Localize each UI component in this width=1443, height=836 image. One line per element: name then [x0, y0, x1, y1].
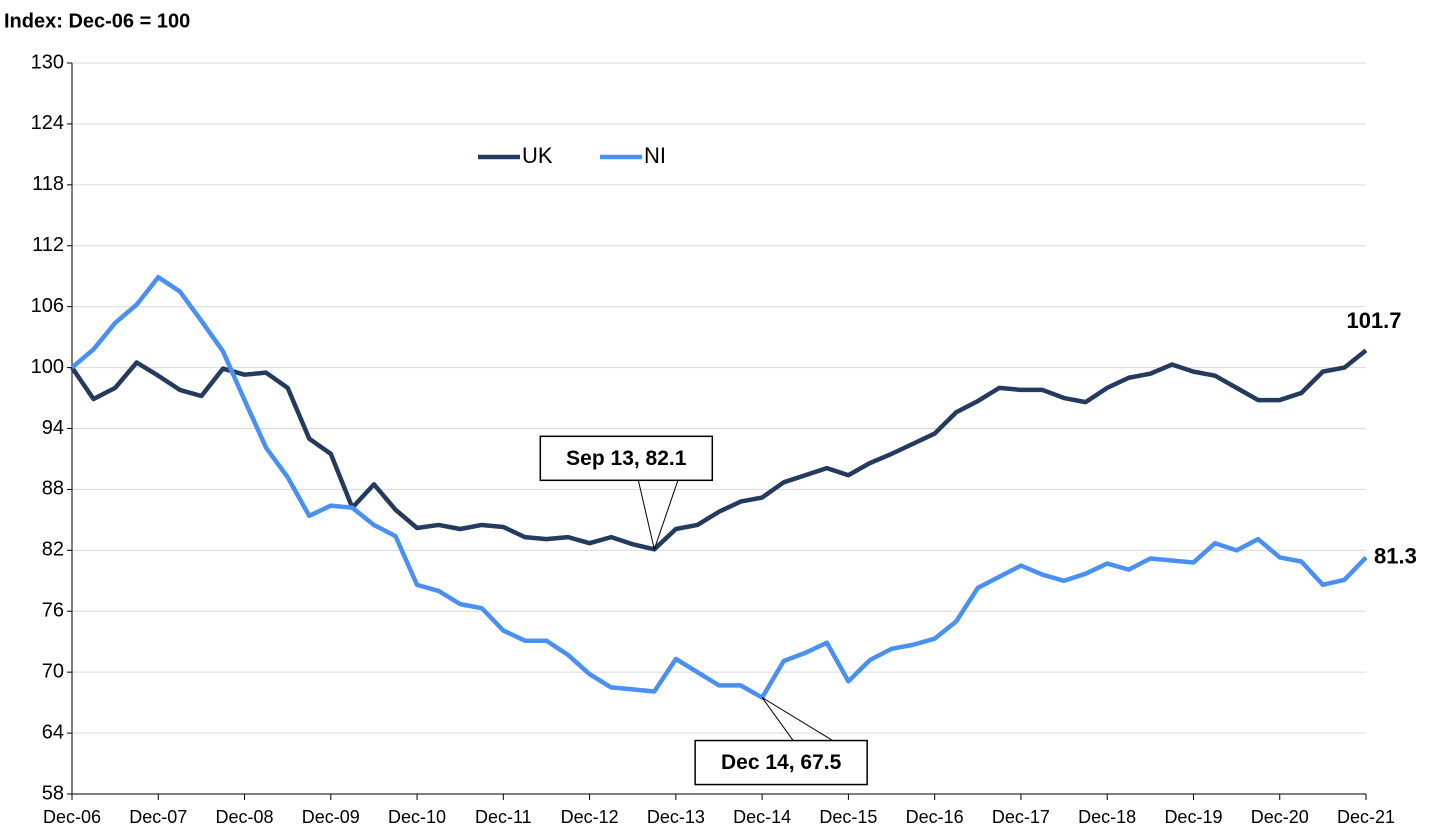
callout-label: Sep 13, 82.1: [566, 447, 687, 470]
x-tick-label: Dec-09: [302, 807, 360, 827]
callout-line: [761, 697, 833, 741]
x-tick-label: Dec-15: [819, 807, 877, 827]
y-tick-label: 76: [42, 600, 64, 622]
callout-line: [761, 697, 794, 741]
end-label: 81.3: [1374, 543, 1417, 568]
y-tick-label: 118: [32, 173, 64, 195]
callout-label: Dec 14, 67.5: [721, 751, 842, 774]
y-tick-label: 100: [31, 356, 64, 378]
callout-box: [694, 739, 868, 786]
y-tick-label: 64: [42, 721, 64, 743]
x-tick-label: Dec-18: [1078, 807, 1136, 827]
y-tick-label: 58: [42, 782, 64, 804]
y-axis-label: Index: Dec-06 = 100: [4, 10, 190, 32]
line-ni: [70, 274, 1368, 700]
y-tick-label: 94: [42, 417, 64, 439]
x-tick-label: Dec-08: [216, 807, 274, 827]
y-tick-label: 88: [42, 478, 64, 500]
y-tick-label: 112: [32, 234, 64, 256]
x-tick-label: Dec-19: [1164, 807, 1222, 827]
x-tick-label: Dec-06: [43, 807, 101, 827]
x-tick-label: Dec-10: [388, 807, 446, 827]
legend-label: NI: [644, 143, 666, 168]
x-tick-label: Dec-17: [992, 807, 1050, 827]
y-tick-label: 70: [42, 660, 64, 682]
x-tick-label: Dec-14: [733, 807, 791, 827]
x-tick-label: Dec-21: [1337, 807, 1395, 827]
x-tick-label: Dec-13: [647, 807, 705, 827]
x-tick-label: Dec-16: [906, 807, 964, 827]
callout-line: [653, 480, 679, 550]
x-tick-label: Dec-07: [129, 807, 187, 827]
callout-box: [539, 435, 714, 482]
x-tick-label: Dec-12: [561, 807, 619, 827]
line-uk: [70, 348, 1368, 552]
y-tick-label: 124: [31, 112, 64, 134]
end-label: 101.7: [1346, 308, 1401, 333]
x-tick-label: Dec-20: [1251, 807, 1309, 827]
legend-label: UK: [522, 143, 553, 168]
y-tick-label: 130: [31, 51, 64, 73]
x-tick-label: Dec-11: [475, 807, 532, 827]
y-tick-label: 82: [42, 539, 64, 561]
y-tick-label: 106: [31, 295, 64, 317]
callout-line: [637, 480, 655, 550]
